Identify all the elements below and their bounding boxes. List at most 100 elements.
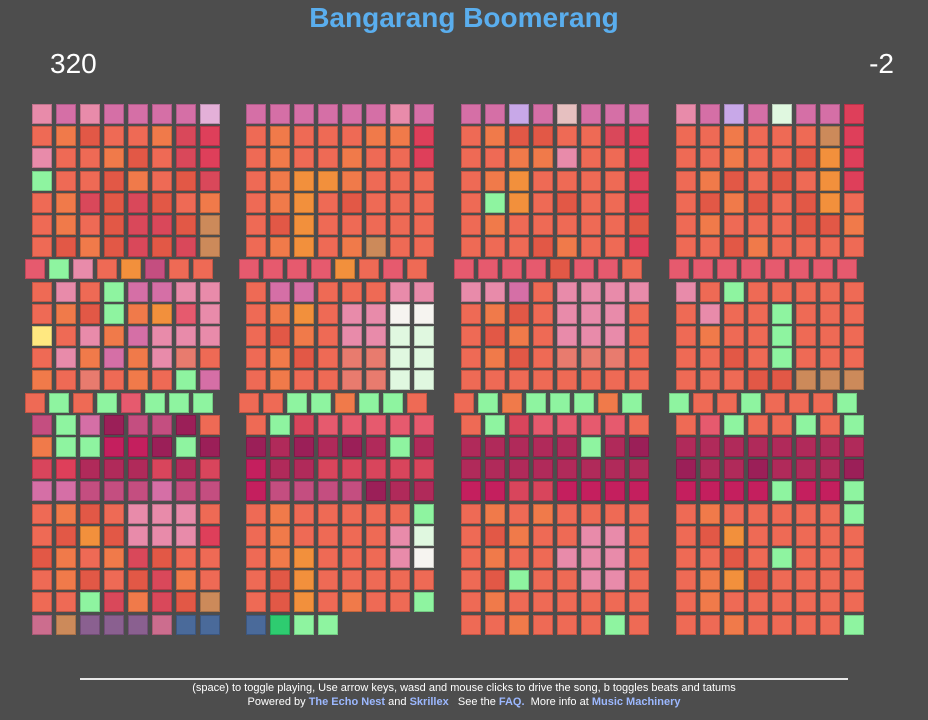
tile[interactable] xyxy=(128,126,148,147)
tile[interactable] xyxy=(56,326,76,346)
tile[interactable] xyxy=(104,237,124,258)
tile[interactable] xyxy=(605,303,625,324)
tile[interactable] xyxy=(270,192,290,213)
tile[interactable] xyxy=(32,414,52,435)
tile[interactable] xyxy=(414,237,434,258)
tile[interactable] xyxy=(32,281,52,302)
tile[interactable] xyxy=(270,548,290,568)
tile[interactable] xyxy=(104,525,124,546)
tile[interactable] xyxy=(128,303,148,324)
tile[interactable] xyxy=(414,370,434,391)
tile[interactable] xyxy=(342,548,362,568)
tile[interactable] xyxy=(724,303,744,324)
tile[interactable] xyxy=(461,104,481,124)
tile[interactable] xyxy=(509,437,529,457)
tile[interactable] xyxy=(509,592,529,613)
tile[interactable] xyxy=(80,104,100,124)
tile[interactable] xyxy=(820,370,840,391)
tile[interactable] xyxy=(461,326,481,346)
tile[interactable] xyxy=(318,237,338,258)
tile[interactable] xyxy=(318,481,338,502)
tile[interactable] xyxy=(676,525,696,546)
tile[interactable] xyxy=(533,481,553,502)
tile[interactable] xyxy=(200,459,220,480)
tile[interactable] xyxy=(200,192,220,213)
tile[interactable] xyxy=(342,437,362,457)
tile[interactable] xyxy=(581,215,601,235)
tile[interactable] xyxy=(820,104,840,124)
tile[interactable] xyxy=(152,348,172,369)
tile[interactable] xyxy=(837,259,857,280)
tile[interactable] xyxy=(700,503,720,524)
tile[interactable] xyxy=(629,148,649,169)
tile[interactable] xyxy=(605,437,625,457)
tile[interactable] xyxy=(176,237,196,258)
tile[interactable] xyxy=(676,370,696,391)
tile[interactable] xyxy=(176,326,196,346)
tile[interactable] xyxy=(294,148,314,169)
tile[interactable] xyxy=(383,259,403,280)
tile[interactable] xyxy=(414,525,434,546)
tile[interactable] xyxy=(772,237,792,258)
tile[interactable] xyxy=(820,170,840,191)
tile[interactable] xyxy=(748,126,768,147)
tile[interactable] xyxy=(461,370,481,391)
tile[interactable] xyxy=(605,215,625,235)
tile[interactable] xyxy=(270,348,290,369)
tile[interactable] xyxy=(318,215,338,235)
tile[interactable] xyxy=(390,215,410,235)
tile[interactable] xyxy=(176,548,196,568)
tile[interactable] xyxy=(557,592,577,613)
tile[interactable] xyxy=(193,259,213,280)
tile[interactable] xyxy=(796,303,816,324)
tile[interactable] xyxy=(270,170,290,191)
tile[interactable] xyxy=(246,237,266,258)
tile[interactable] xyxy=(176,481,196,502)
tile[interactable] xyxy=(748,148,768,169)
tile[interactable] xyxy=(796,348,816,369)
tile[interactable] xyxy=(669,259,689,280)
tile[interactable] xyxy=(318,525,338,546)
tile[interactable] xyxy=(748,370,768,391)
tile[interactable] xyxy=(246,414,266,435)
tile[interactable] xyxy=(581,126,601,147)
tile[interactable] xyxy=(629,503,649,524)
tile[interactable] xyxy=(844,481,864,502)
tile[interactable] xyxy=(56,303,76,324)
tile[interactable] xyxy=(270,303,290,324)
tile[interactable] xyxy=(485,525,505,546)
tile[interactable] xyxy=(56,348,76,369)
tile[interactable] xyxy=(294,192,314,213)
tile[interactable] xyxy=(294,170,314,191)
tile[interactable] xyxy=(700,326,720,346)
tile[interactable] xyxy=(820,459,840,480)
tile[interactable] xyxy=(485,570,505,591)
tile[interactable] xyxy=(700,592,720,613)
tile[interactable] xyxy=(693,259,713,280)
tile[interactable] xyxy=(342,326,362,346)
tile[interactable] xyxy=(605,525,625,546)
tile[interactable] xyxy=(772,525,792,546)
tile[interactable] xyxy=(748,348,768,369)
tile[interactable] xyxy=(56,104,76,124)
tile[interactable] xyxy=(414,104,434,124)
tile[interactable] xyxy=(796,503,816,524)
tile[interactable] xyxy=(80,570,100,591)
tile[interactable] xyxy=(629,614,649,635)
tile[interactable] xyxy=(366,148,386,169)
tile[interactable] xyxy=(676,326,696,346)
tile[interactable] xyxy=(246,548,266,568)
tile[interactable] xyxy=(700,548,720,568)
tile[interactable] xyxy=(844,215,864,235)
tile[interactable] xyxy=(200,215,220,235)
tile[interactable] xyxy=(318,570,338,591)
tile[interactable] xyxy=(461,281,481,302)
tile[interactable] xyxy=(128,414,148,435)
tile[interactable] xyxy=(342,192,362,213)
tile[interactable] xyxy=(461,126,481,147)
tile[interactable] xyxy=(200,592,220,613)
tile[interactable] xyxy=(622,392,642,413)
tile[interactable] xyxy=(294,104,314,124)
tile[interactable] xyxy=(32,148,52,169)
tile[interactable] xyxy=(700,370,720,391)
